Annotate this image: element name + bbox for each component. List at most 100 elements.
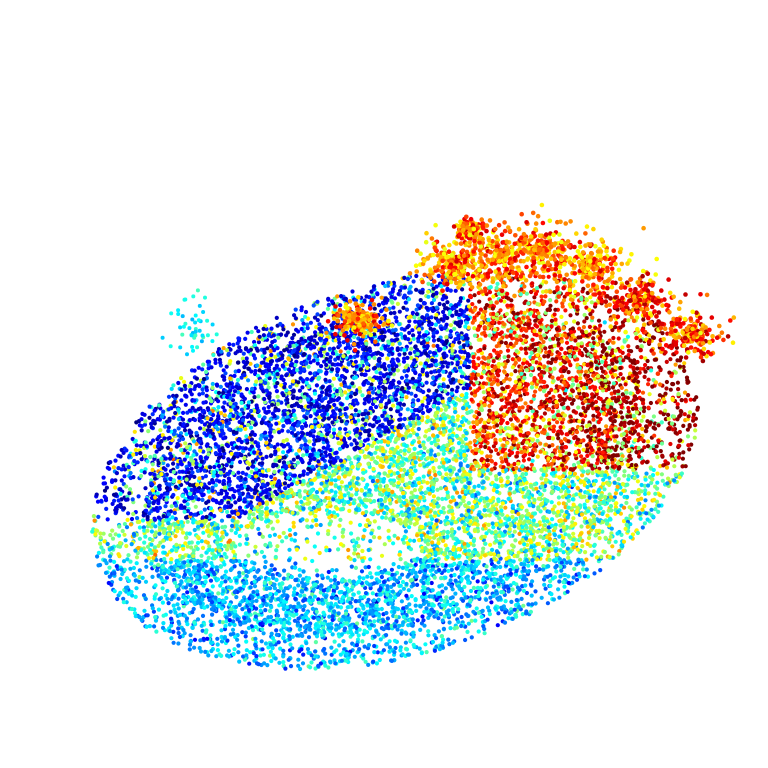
point — [224, 491, 229, 496]
point — [337, 643, 342, 648]
point — [397, 495, 402, 500]
point — [181, 604, 186, 609]
point — [108, 533, 113, 538]
point — [261, 631, 266, 636]
point — [168, 609, 173, 614]
point — [423, 642, 428, 647]
point — [264, 440, 269, 445]
point — [284, 362, 289, 367]
point — [401, 402, 406, 407]
point — [644, 511, 649, 516]
point — [229, 441, 234, 446]
point — [548, 480, 553, 485]
point — [433, 458, 439, 463]
point — [328, 355, 333, 360]
point — [358, 595, 363, 600]
point — [134, 561, 139, 566]
point — [672, 464, 677, 469]
point — [397, 309, 402, 314]
point — [360, 476, 365, 481]
point — [233, 500, 238, 505]
point — [542, 488, 547, 493]
point — [592, 549, 597, 554]
point — [91, 514, 96, 519]
point — [356, 554, 361, 559]
point — [502, 299, 507, 304]
point — [192, 512, 197, 517]
point — [281, 530, 286, 536]
point — [456, 526, 462, 531]
point — [305, 647, 311, 652]
point — [231, 471, 236, 476]
point — [658, 382, 663, 387]
point — [363, 659, 368, 664]
point — [171, 461, 176, 466]
point — [355, 536, 361, 541]
point — [254, 379, 259, 384]
point — [139, 457, 144, 462]
point — [409, 594, 414, 599]
point — [325, 352, 330, 357]
point — [208, 633, 213, 638]
point — [227, 514, 232, 519]
point — [417, 480, 422, 486]
point — [659, 472, 665, 477]
point — [372, 306, 377, 311]
point — [347, 508, 352, 513]
point — [531, 396, 536, 402]
point — [453, 303, 458, 308]
point — [244, 356, 249, 361]
point — [377, 302, 382, 307]
point — [334, 568, 339, 573]
point — [479, 351, 484, 356]
point — [308, 511, 313, 516]
point — [666, 476, 671, 481]
point — [281, 654, 286, 659]
point — [476, 629, 481, 634]
point — [647, 333, 652, 338]
point — [174, 542, 179, 547]
point — [653, 357, 659, 362]
point — [303, 629, 308, 635]
point — [496, 611, 501, 616]
point — [237, 533, 242, 539]
point — [666, 416, 671, 421]
point — [122, 532, 127, 537]
point — [448, 333, 453, 338]
point — [270, 526, 275, 531]
point — [564, 340, 570, 345]
point — [268, 430, 273, 435]
point — [482, 330, 487, 335]
point — [584, 316, 589, 321]
point — [149, 542, 154, 547]
point — [508, 486, 513, 491]
point — [562, 584, 567, 589]
point — [422, 623, 427, 628]
point — [291, 408, 296, 413]
point — [451, 422, 456, 427]
point — [526, 563, 531, 568]
point — [591, 525, 596, 530]
point — [110, 536, 116, 541]
point — [238, 459, 243, 465]
point — [520, 584, 525, 589]
point — [327, 521, 332, 527]
point — [656, 509, 661, 514]
point — [343, 390, 348, 395]
point — [384, 483, 389, 489]
point — [379, 553, 385, 558]
point — [589, 552, 594, 557]
point — [297, 573, 302, 578]
point — [137, 568, 142, 573]
point — [401, 305, 406, 310]
point — [557, 475, 562, 480]
point — [648, 400, 654, 406]
point — [201, 400, 206, 405]
point — [323, 651, 328, 656]
point — [551, 542, 556, 547]
point — [150, 412, 155, 417]
point — [581, 447, 586, 452]
point — [687, 410, 693, 415]
point — [396, 564, 401, 570]
point — [284, 535, 289, 540]
